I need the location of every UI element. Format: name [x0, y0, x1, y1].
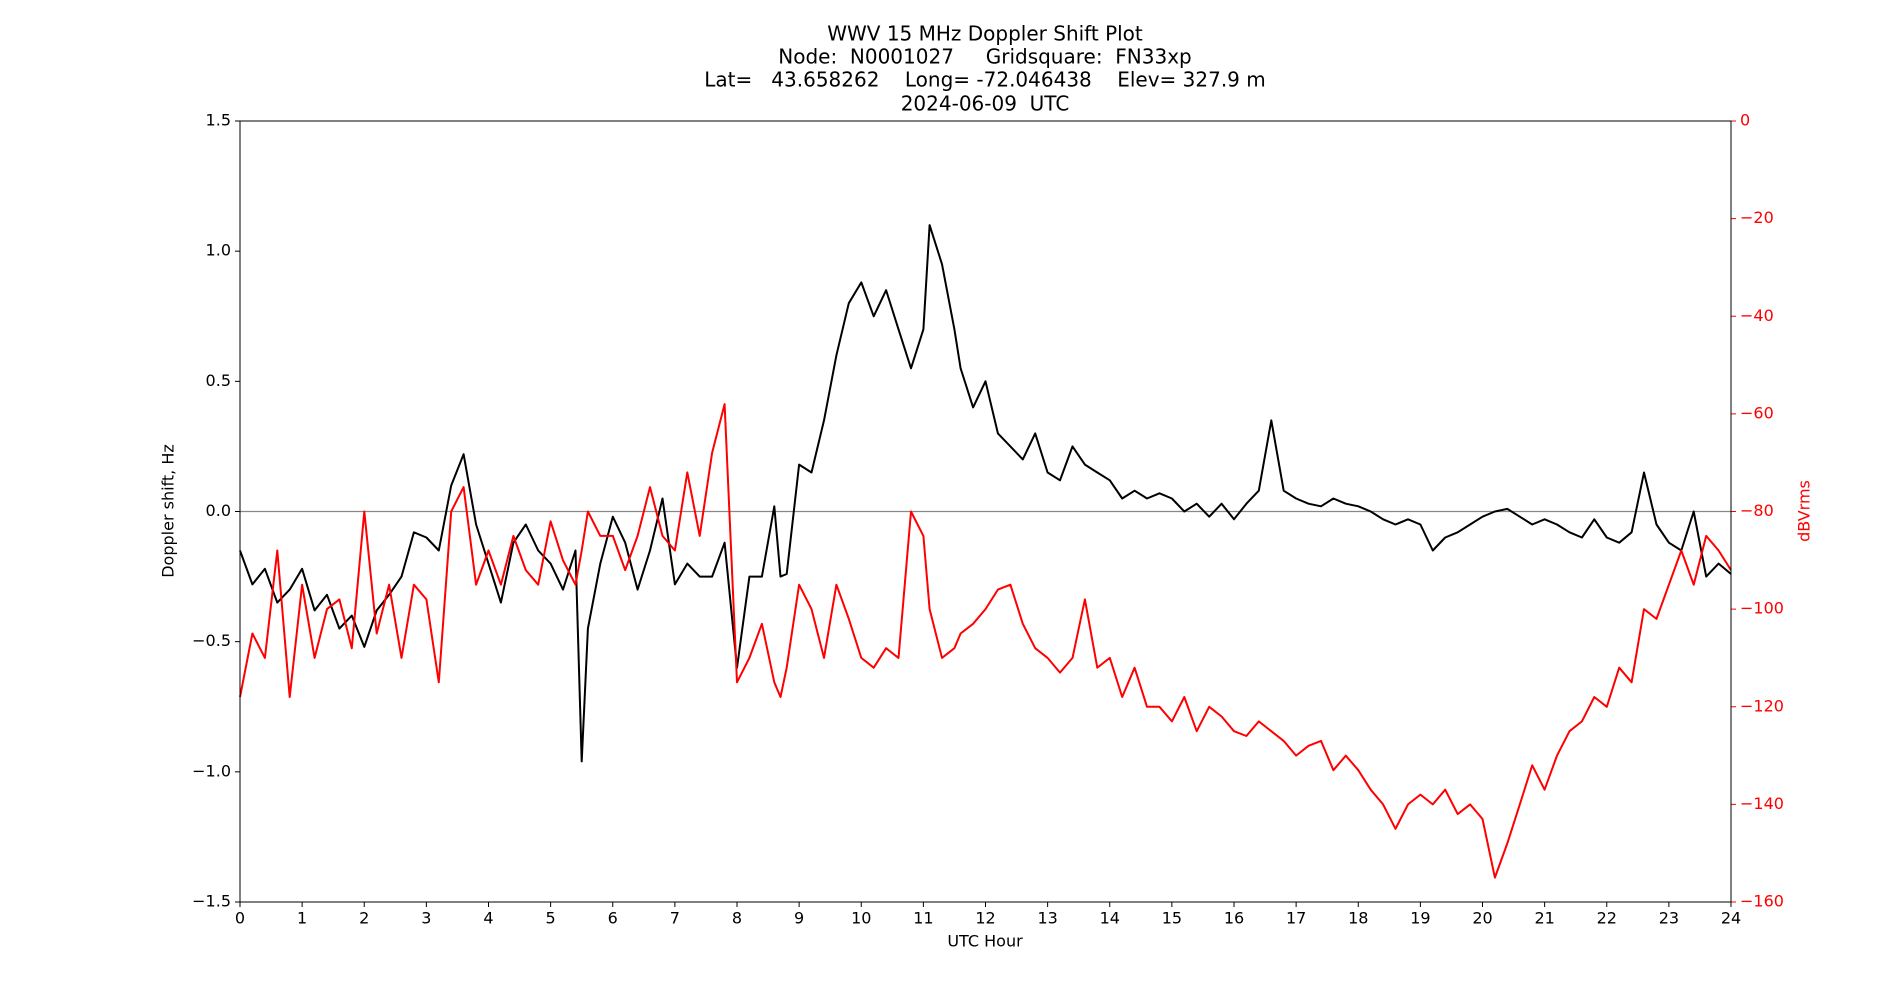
- x-axis-label: UTC Hour: [947, 932, 1023, 951]
- x-tick-label: 1: [297, 909, 307, 928]
- y2-tick-label: 0: [1740, 111, 1750, 130]
- y-tick-label: −1.0: [192, 761, 231, 780]
- y2-tick-label: −120: [1740, 696, 1784, 715]
- x-tick-label: 13: [1037, 909, 1057, 928]
- x-tick-label: 4: [483, 909, 493, 928]
- y2-axis-label: dBVrms: [1795, 480, 1814, 542]
- plot-frame: [239, 120, 1732, 903]
- y2-tick-label: −80: [1740, 501, 1774, 520]
- x-tick-label: 5: [546, 909, 556, 928]
- x-tick-label: 19: [1410, 909, 1430, 928]
- x-tick-label: 9: [794, 909, 804, 928]
- y-tick-label: −1.5: [192, 892, 231, 911]
- y2-tick-label: −40: [1740, 306, 1774, 325]
- x-tick-label: 22: [1597, 909, 1617, 928]
- y2-tick-label: −60: [1740, 403, 1774, 422]
- x-tick-label: 2: [359, 909, 369, 928]
- x-tick-label: 18: [1348, 909, 1368, 928]
- y2-tick-label: −20: [1740, 208, 1774, 227]
- chart-title: WWV 15 MHz Doppler Shift Plot: [827, 22, 1143, 46]
- chart-subtitle: Lat= 43.658262 Long= -72.046438 Elev= 32…: [704, 68, 1266, 92]
- y-tick-label: 1.5: [206, 111, 231, 130]
- chart-subtitle: Node: N0001027 Gridsquare: FN33xp: [778, 45, 1191, 69]
- y-axis-label: Doppler shift, Hz: [159, 444, 178, 578]
- series-line: [239, 403, 1732, 879]
- y-tick-label: 0.0: [206, 501, 231, 520]
- x-tick-label: 6: [608, 909, 618, 928]
- y-tick-label: −0.5: [192, 631, 231, 650]
- y2-tick-label: −100: [1740, 599, 1784, 618]
- series-line: [239, 224, 1732, 763]
- x-tick-label: 14: [1100, 909, 1120, 928]
- y2-tick-label: −140: [1740, 794, 1784, 813]
- x-tick-label: 20: [1472, 909, 1492, 928]
- y2-tick-label: −160: [1740, 892, 1784, 911]
- x-tick-label: 10: [851, 909, 871, 928]
- x-tick-label: 12: [975, 909, 995, 928]
- x-tick-label: 21: [1534, 909, 1554, 928]
- x-tick-label: 7: [670, 909, 680, 928]
- x-tick-label: 17: [1286, 909, 1306, 928]
- chart-subtitle: 2024-06-09 UTC: [901, 92, 1070, 116]
- y-tick-label: 1.0: [206, 241, 231, 260]
- x-tick-label: 15: [1162, 909, 1182, 928]
- x-tick-label: 16: [1224, 909, 1244, 928]
- x-tick-label: 3: [421, 909, 431, 928]
- x-tick-label: 24: [1721, 909, 1741, 928]
- y-tick-label: 0.5: [206, 371, 231, 390]
- x-tick-label: 23: [1659, 909, 1679, 928]
- x-tick-label: 8: [732, 909, 742, 928]
- x-tick-label: 0: [235, 909, 245, 928]
- x-tick-label: 11: [913, 909, 933, 928]
